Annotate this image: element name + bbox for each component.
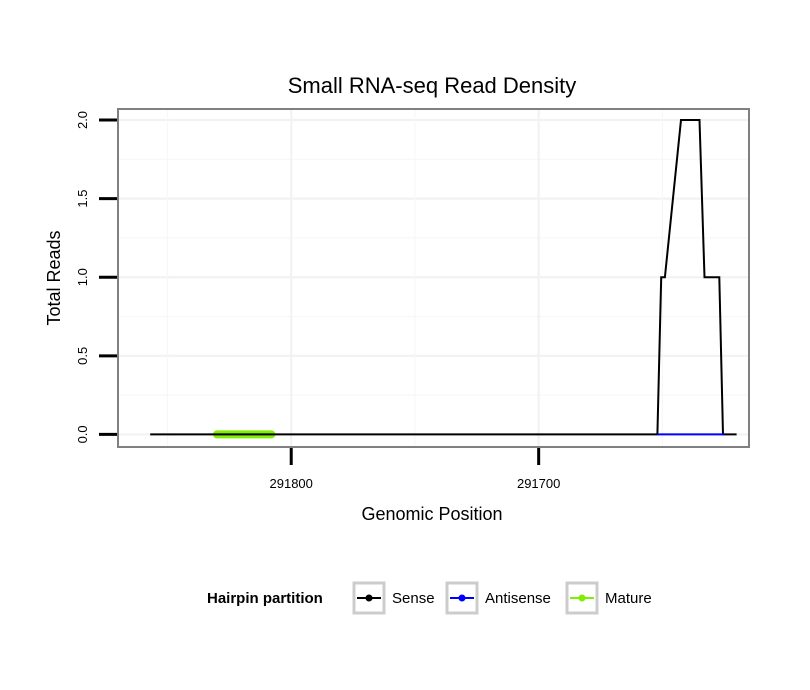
series-sense-line (150, 119, 737, 436)
y-axis: 0.0 0.5 1.0 1.5 2.0 (75, 111, 117, 443)
x-tick-label: 291700 (517, 476, 560, 491)
x-axis-title: Genomic Position (361, 504, 502, 524)
legend-label-antisense: Antisense (485, 590, 551, 607)
legend-key-mature (565, 581, 599, 615)
y-tick-label: 0.5 (75, 347, 90, 365)
y-tick-label: 0.0 (75, 425, 90, 443)
y-tick-label: 1.0 (75, 268, 90, 286)
x-tick-label: 291800 (270, 476, 313, 491)
legend-label-mature: Mature (605, 590, 652, 607)
x-axis: 291800 291700 (270, 448, 560, 491)
series-lines (150, 119, 737, 436)
legend-label-sense: Sense (392, 590, 435, 607)
legend-key-antisense (445, 581, 479, 615)
y-tick-label: 2.0 (75, 111, 90, 129)
y-axis-title: Total Reads (44, 230, 64, 325)
legend-title: Hairpin partition (207, 590, 323, 607)
y-tick-label: 1.5 (75, 190, 90, 208)
legend-key-sense (352, 581, 386, 615)
chart-title: Small RNA-seq Read Density (288, 73, 577, 98)
legend: Hairpin partition Sense Antisense Mature (207, 581, 652, 615)
